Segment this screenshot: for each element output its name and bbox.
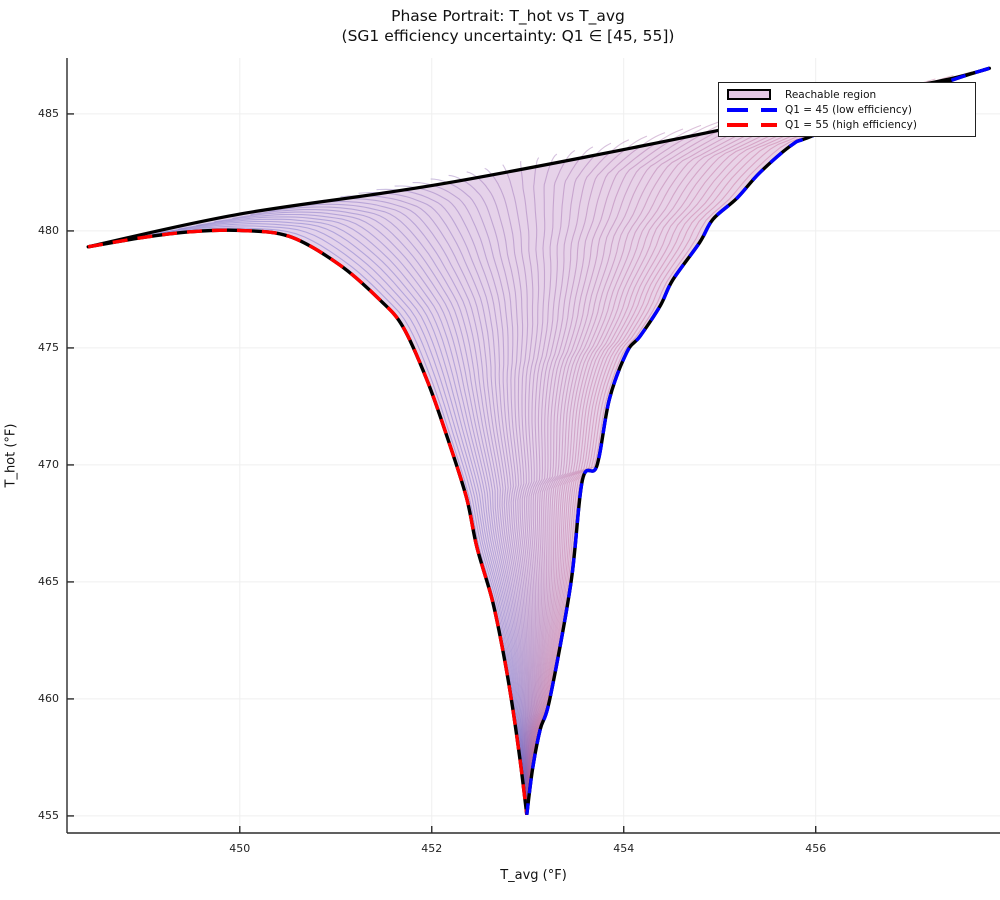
y-tick-label: 470 — [38, 457, 59, 471]
y-tick-label: 465 — [38, 574, 59, 588]
q1-55-curve — [87, 228, 529, 815]
trajectory-fan-line — [340, 195, 528, 815]
trajectory-fan-line — [526, 135, 648, 815]
trajectory-fan-line — [466, 171, 530, 815]
trajectory-fan-line — [520, 161, 534, 815]
y-tick-label: 485 — [38, 106, 59, 120]
x-axis-label: T_avg (°F) — [500, 868, 567, 883]
x-tick-label: 450 — [229, 842, 251, 855]
y-tick-label: 455 — [38, 808, 59, 822]
chart-title-line2: (SG1 efficiency uncertainty: Q1 ∈ [45, 5… — [341, 27, 675, 45]
y-axis-label: T_hot (°F) — [3, 423, 19, 488]
y-tick-label: 480 — [38, 223, 59, 237]
trajectory-fan-line — [526, 146, 594, 815]
reachable-region-swatch-icon — [727, 89, 777, 100]
legend-label: Q1 = 45 (low efficiency) — [785, 103, 912, 116]
blue-dashed-line-icon — [727, 107, 777, 112]
trajectory-fan-line — [526, 149, 576, 815]
chart-title-line1: Phase Portrait: T_hot vs T_avg — [391, 7, 625, 25]
y-tick-label: 475 — [38, 340, 59, 354]
trajectory-fan-line — [526, 121, 720, 815]
trajectory-fan-line — [526, 117, 738, 815]
legend-label: Reachable region — [785, 88, 877, 101]
trajectory-fan-line — [322, 198, 528, 815]
trajectory-fan-line — [526, 124, 702, 815]
legend-item-reachable-region: Reachable region — [727, 87, 969, 102]
trajectory-fan-line — [526, 92, 864, 815]
reachable-region-fill — [88, 68, 990, 815]
trajectory-fan-line — [484, 167, 531, 815]
trajectory-fan-line — [268, 206, 528, 815]
trajectory-fan-line — [196, 216, 528, 815]
trajectory-fan-line — [526, 128, 684, 815]
x-tick-label: 454 — [613, 842, 635, 855]
trajectory-fan-line — [526, 157, 540, 815]
trajectory-fan-line — [526, 139, 630, 815]
q1-45-curve — [525, 66, 990, 815]
trajectory-fan-line — [526, 132, 666, 815]
trajectory-fan-line — [412, 182, 528, 815]
trajectory-fan-line — [232, 211, 528, 815]
trajectory-fan-line — [160, 220, 528, 815]
trajectory-fan-line — [526, 107, 792, 815]
legend-item-q1-55: Q1 = 55 (high efficiency) — [727, 117, 969, 132]
x-tick-label: 456 — [805, 842, 827, 855]
legend-item-q1-45: Q1 = 45 (low efficiency) — [727, 102, 969, 117]
x-tick-label: 452 — [421, 842, 443, 855]
legend-box: Reachable region Q1 = 45 (low efficiency… — [718, 82, 976, 137]
trajectory-fan-line — [526, 110, 774, 815]
trajectory-fan-line — [526, 142, 612, 815]
trajectory-fan-line — [250, 208, 528, 815]
trajectory-fan-line — [286, 203, 528, 815]
legend-label: Q1 = 55 (high efficiency) — [785, 118, 917, 131]
trajectory-fan-line — [526, 99, 828, 815]
trajectory-fan-line — [304, 201, 528, 815]
trajectory-fan-line — [526, 153, 558, 815]
trajectory-fan-line — [448, 174, 529, 815]
y-tick-label: 460 — [38, 691, 59, 705]
trajectory-fan-line — [526, 103, 810, 815]
trajectory-fan-line — [526, 89, 882, 815]
chart-title: Phase Portrait: T_hot vs T_avg (SG1 effi… — [16, 6, 1000, 46]
trajectory-fan-line — [124, 225, 528, 815]
trajectory-fan-line — [430, 178, 528, 815]
trajectory-fan-line — [358, 191, 528, 815]
trajectory-fan-line — [214, 213, 528, 815]
trajectory-fan-line — [526, 96, 846, 815]
trajectory-fan-line — [142, 223, 528, 815]
trajectory-fan-line — [394, 185, 528, 815]
trajectory-fan-line — [178, 218, 528, 815]
red-dashed-line-icon — [727, 122, 777, 127]
trajectory-fan-line — [502, 164, 532, 815]
trajectory-fan-line — [526, 114, 756, 815]
trajectory-fan-line — [376, 188, 528, 815]
